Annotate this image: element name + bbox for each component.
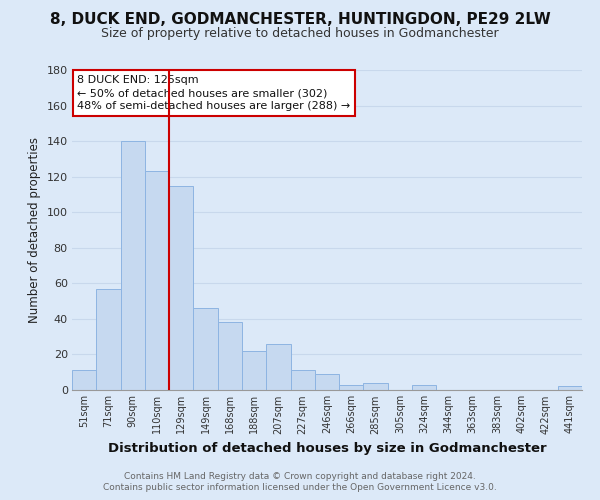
Bar — [193, 308, 218, 390]
Bar — [145, 172, 169, 390]
Bar — [96, 288, 121, 390]
Bar — [218, 322, 242, 390]
X-axis label: Distribution of detached houses by size in Godmanchester: Distribution of detached houses by size … — [107, 442, 547, 455]
Bar — [121, 141, 145, 390]
Bar — [266, 344, 290, 390]
Bar — [169, 186, 193, 390]
Bar — [412, 384, 436, 390]
Bar — [72, 370, 96, 390]
Text: 8 DUCK END: 125sqm
← 50% of detached houses are smaller (302)
48% of semi-detach: 8 DUCK END: 125sqm ← 50% of detached hou… — [77, 75, 350, 111]
Bar — [242, 351, 266, 390]
Text: Contains public sector information licensed under the Open Government Licence v3: Contains public sector information licen… — [103, 484, 497, 492]
Y-axis label: Number of detached properties: Number of detached properties — [28, 137, 41, 323]
Bar — [315, 374, 339, 390]
Text: Contains HM Land Registry data © Crown copyright and database right 2024.: Contains HM Land Registry data © Crown c… — [124, 472, 476, 481]
Text: Size of property relative to detached houses in Godmanchester: Size of property relative to detached ho… — [101, 28, 499, 40]
Bar — [290, 370, 315, 390]
Bar — [364, 383, 388, 390]
Bar — [339, 384, 364, 390]
Text: 8, DUCK END, GODMANCHESTER, HUNTINGDON, PE29 2LW: 8, DUCK END, GODMANCHESTER, HUNTINGDON, … — [50, 12, 550, 28]
Bar — [558, 386, 582, 390]
